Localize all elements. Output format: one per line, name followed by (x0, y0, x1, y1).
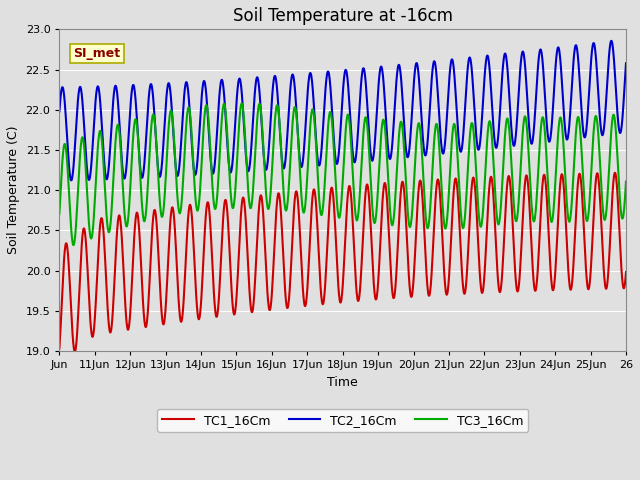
TC2_16Cm (312, 136, 320, 142)
TC2_16Cm (67, 178, 75, 183)
TC2_16Cm (157, 169, 165, 175)
Line: TC2_16Cm: TC2_16Cm (60, 41, 626, 180)
TC1_16Cm (56, 346, 63, 351)
Line: TC3_16Cm: TC3_16Cm (60, 104, 626, 245)
TC2_16Cm (622, 60, 630, 66)
TC1_16Cm (312, 200, 320, 206)
Y-axis label: Soil Temperature (C): Soil Temperature (C) (7, 126, 20, 254)
TC1_16Cm (66, 285, 74, 291)
TC1_16Cm (71, 349, 79, 355)
TC2_16Cm (56, 108, 63, 114)
TC3_16Cm (66, 208, 74, 214)
X-axis label: Time: Time (327, 376, 358, 389)
TC3_16Cm (238, 101, 246, 107)
TC1_16Cm (157, 302, 165, 308)
TC3_16Cm (56, 211, 63, 216)
TC3_16Cm (157, 211, 165, 217)
TC1_16Cm (447, 253, 454, 259)
TC1_16Cm (346, 183, 353, 189)
TC2_16Cm (346, 105, 353, 110)
Text: SI_met: SI_met (74, 47, 121, 60)
Legend: TC1_16Cm, TC2_16Cm, TC3_16Cm: TC1_16Cm, TC2_16Cm, TC3_16Cm (157, 409, 528, 432)
Title: Soil Temperature at -16cm: Soil Temperature at -16cm (233, 7, 452, 25)
TC2_16Cm (607, 38, 615, 44)
TC2_16Cm (447, 65, 454, 71)
TC1_16Cm (622, 269, 630, 275)
TC3_16Cm (312, 146, 320, 152)
TC3_16Cm (586, 188, 594, 193)
TC3_16Cm (346, 124, 354, 130)
TC2_16Cm (66, 173, 74, 179)
Line: TC1_16Cm: TC1_16Cm (60, 173, 626, 352)
TC1_16Cm (611, 170, 619, 176)
TC3_16Cm (622, 179, 630, 184)
TC3_16Cm (447, 158, 454, 164)
TC1_16Cm (586, 279, 594, 285)
TC3_16Cm (70, 242, 77, 248)
TC2_16Cm (586, 76, 594, 82)
